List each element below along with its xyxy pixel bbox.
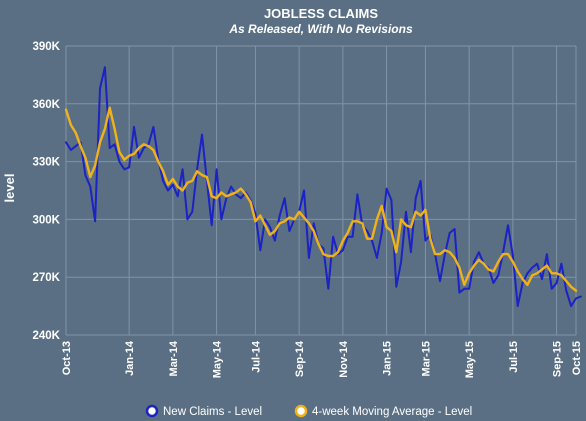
y-axis-label: level: [2, 174, 17, 203]
x-tick-label: May-14: [212, 340, 224, 378]
x-tick-label: Mar-14: [168, 340, 180, 376]
x-axis-ticks: Oct-13 Jan-14 Mar-14 May-14 Jul-14 Sep-14 Nov-…: [61, 340, 583, 378]
x-tick-label: Jul-15: [508, 341, 520, 373]
legend-label-new-claims: New Claims - Level: [163, 406, 262, 418]
x-tick-label: May-15: [464, 341, 476, 378]
y-tick-label: 240K: [33, 330, 61, 342]
x-tick-label: Jan-15: [382, 341, 394, 376]
legend-marker-new-claims: [145, 404, 159, 418]
y-tick-label: 360K: [33, 99, 61, 111]
chart-title: JOBLESS CLAIMS: [264, 6, 378, 21]
legend-marker-moving-average: [294, 404, 308, 418]
legend: New Claims - Level 4-week Moving Average…: [145, 404, 472, 418]
legend-label-moving-average: 4-week Moving Average - Level: [312, 406, 472, 418]
series-line-new-claims: [65, 66, 582, 308]
x-tick-label: Oct-15: [571, 341, 583, 375]
x-tick-label: Jan-14: [124, 340, 136, 376]
series-layer: [64, 66, 582, 308]
x-tick-label: Oct-13: [61, 341, 73, 375]
y-axis-ticks: 240K 270K 300K 330K 360K 390K: [33, 41, 61, 342]
x-tick-label: Nov-14: [338, 340, 350, 378]
x-tick-label: Mar-15: [420, 341, 432, 376]
series-line-moving-average: [64, 106, 578, 292]
x-tick-label: Sep-15: [552, 341, 564, 377]
x-tick-label: Sep-14: [294, 340, 306, 377]
grid-lines: [65, 45, 577, 336]
y-tick-label: 270K: [33, 272, 61, 284]
legend-item-new-claims[interactable]: New Claims - Level: [145, 404, 262, 418]
legend-item-moving-average[interactable]: 4-week Moving Average - Level: [294, 404, 472, 418]
y-tick-label: 300K: [33, 214, 61, 226]
chart-subtitle: As Released, With No Revisions: [228, 22, 413, 36]
y-tick-label: 390K: [33, 41, 61, 53]
x-tick-label: Jul-14: [250, 340, 262, 373]
y-tick-label: 330K: [33, 157, 61, 169]
